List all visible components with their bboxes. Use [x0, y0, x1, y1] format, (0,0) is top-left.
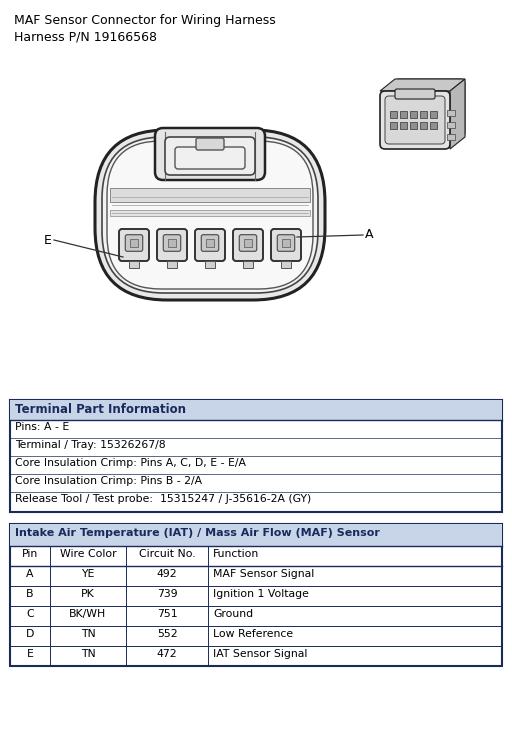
Text: Terminal / Tray: 15326267/8: Terminal / Tray: 15326267/8: [15, 440, 165, 450]
Text: Circuit No.: Circuit No.: [139, 549, 195, 559]
Bar: [399, 121, 407, 129]
Text: E: E: [44, 233, 52, 247]
FancyBboxPatch shape: [157, 229, 187, 261]
Bar: [243, 261, 253, 268]
Bar: [167, 261, 177, 268]
Text: Low Reference: Low Reference: [213, 629, 293, 639]
Bar: [168, 239, 176, 247]
Bar: [410, 110, 416, 118]
Text: C: C: [26, 609, 34, 619]
Text: 739: 739: [157, 589, 177, 599]
Bar: [10, 400, 502, 512]
Bar: [419, 121, 426, 129]
FancyBboxPatch shape: [385, 96, 445, 144]
FancyBboxPatch shape: [201, 235, 219, 251]
FancyBboxPatch shape: [278, 235, 295, 251]
Text: 492: 492: [157, 569, 177, 579]
Text: IAT Sensor Signal: IAT Sensor Signal: [213, 649, 307, 659]
FancyBboxPatch shape: [107, 141, 313, 289]
Text: PK: PK: [81, 589, 95, 599]
FancyBboxPatch shape: [102, 137, 318, 293]
FancyBboxPatch shape: [195, 229, 225, 261]
Text: Ground: Ground: [213, 609, 253, 619]
Bar: [419, 110, 426, 118]
Bar: [110, 210, 310, 216]
Bar: [447, 122, 455, 128]
Text: 472: 472: [157, 649, 177, 659]
FancyBboxPatch shape: [196, 138, 224, 150]
Bar: [10, 524, 502, 666]
Text: Ignition 1 Voltage: Ignition 1 Voltage: [213, 589, 309, 599]
Bar: [10, 524, 502, 546]
Text: Function: Function: [213, 549, 259, 559]
Bar: [399, 110, 407, 118]
Text: BK/WH: BK/WH: [69, 609, 106, 619]
FancyBboxPatch shape: [163, 235, 181, 251]
FancyBboxPatch shape: [395, 79, 465, 137]
Bar: [130, 239, 138, 247]
Text: Intake Air Temperature (IAT) / Mass Air Flow (MAF) Sensor: Intake Air Temperature (IAT) / Mass Air …: [15, 528, 380, 538]
Text: Core Insulation Crimp: Pins B - 2/A: Core Insulation Crimp: Pins B - 2/A: [15, 476, 202, 486]
Text: Harness P/N 19166568: Harness P/N 19166568: [14, 30, 157, 43]
Bar: [430, 110, 437, 118]
FancyBboxPatch shape: [239, 235, 257, 251]
Text: Pin: Pin: [22, 549, 38, 559]
FancyBboxPatch shape: [125, 235, 143, 251]
FancyBboxPatch shape: [165, 137, 255, 175]
Text: 552: 552: [157, 629, 177, 639]
Text: Core Insulation Crimp: Pins A, C, D, E - E/A: Core Insulation Crimp: Pins A, C, D, E -…: [15, 458, 246, 468]
FancyBboxPatch shape: [119, 229, 149, 261]
Bar: [430, 121, 437, 129]
Polygon shape: [450, 79, 465, 149]
Bar: [410, 121, 416, 129]
Text: Terminal Part Information: Terminal Part Information: [15, 403, 186, 416]
Text: Wire Color: Wire Color: [60, 549, 116, 559]
Bar: [244, 239, 252, 247]
Text: MAF Sensor Signal: MAF Sensor Signal: [213, 569, 314, 579]
Text: MAF Sensor Connector for Wiring Harness: MAF Sensor Connector for Wiring Harness: [14, 14, 276, 27]
FancyBboxPatch shape: [155, 128, 265, 180]
Bar: [10, 400, 502, 420]
Text: YE: YE: [81, 569, 95, 579]
Text: D: D: [26, 629, 34, 639]
Text: E: E: [27, 649, 33, 659]
Bar: [205, 261, 215, 268]
FancyBboxPatch shape: [395, 89, 435, 99]
Bar: [281, 261, 291, 268]
Bar: [206, 239, 214, 247]
Bar: [390, 110, 396, 118]
Bar: [282, 239, 290, 247]
Text: 751: 751: [157, 609, 177, 619]
Text: TN: TN: [80, 629, 95, 639]
FancyBboxPatch shape: [175, 147, 245, 169]
Polygon shape: [380, 79, 465, 91]
Bar: [129, 261, 139, 268]
Bar: [447, 110, 455, 116]
Text: Release Tool / Test probe:  15315247 / J-35616-2A (GY): Release Tool / Test probe: 15315247 / J-…: [15, 494, 311, 504]
FancyBboxPatch shape: [95, 130, 325, 300]
Text: A: A: [26, 569, 34, 579]
FancyBboxPatch shape: [233, 229, 263, 261]
Text: A: A: [365, 228, 373, 241]
Bar: [447, 134, 455, 140]
Text: TN: TN: [80, 649, 95, 659]
Bar: [110, 188, 310, 202]
Text: Pins: A - E: Pins: A - E: [15, 422, 69, 432]
FancyBboxPatch shape: [271, 229, 301, 261]
Text: B: B: [26, 589, 34, 599]
FancyBboxPatch shape: [380, 91, 450, 149]
Bar: [390, 121, 396, 129]
